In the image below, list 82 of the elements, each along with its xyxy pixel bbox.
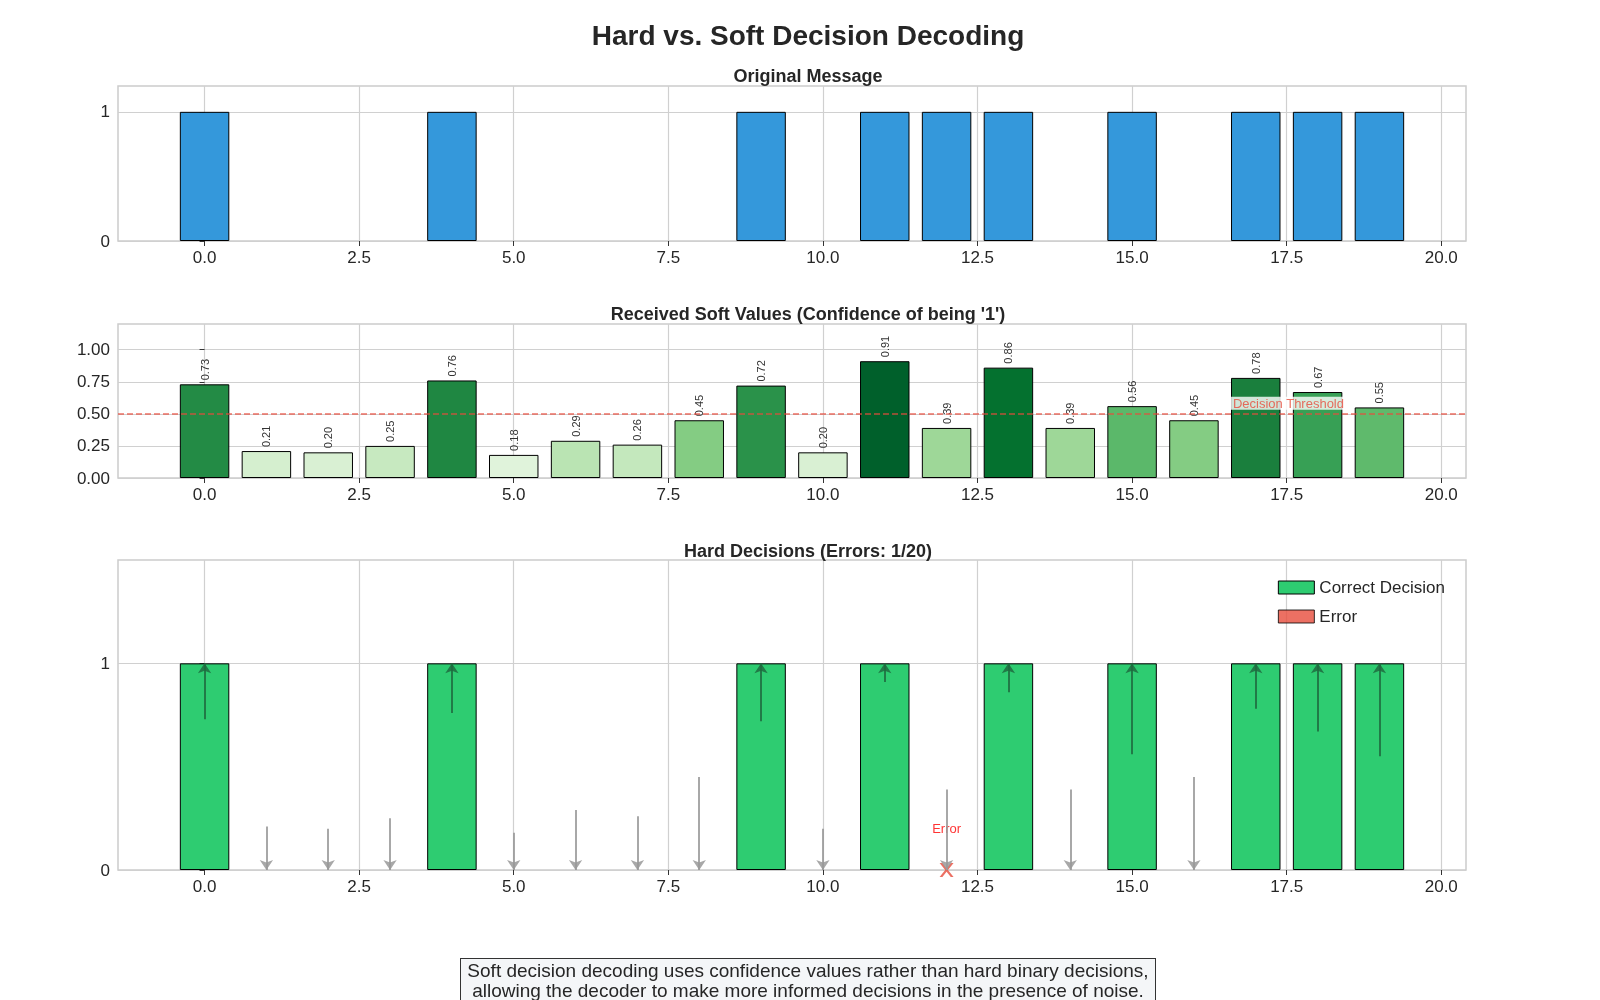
- bar: [921, 427, 972, 478]
- x-tick-label: 10.0: [806, 248, 840, 267]
- x-tick-label: 5.0: [501, 485, 526, 504]
- x-tick-label: 10.0: [806, 485, 840, 504]
- x-tick-label: 20.0: [1424, 485, 1458, 504]
- data-label: 0.67: [1311, 366, 1324, 389]
- x-tick-label: 5.0: [501, 248, 526, 267]
- chart-subtitle: Original Message: [733, 66, 883, 86]
- bar: [1045, 427, 1095, 478]
- x-tick-label: 7.5: [656, 485, 681, 504]
- data-label: 0.45: [693, 394, 706, 417]
- x-tick-label: 20.0: [1424, 248, 1458, 267]
- bar: [612, 444, 663, 478]
- x-tick-label: 0.0: [192, 877, 217, 896]
- x-tick-label: 15.0: [1115, 485, 1149, 504]
- y-tick-label: 0.25: [76, 436, 110, 456]
- bar: [1354, 407, 1405, 478]
- data-label: 0.21: [260, 425, 273, 448]
- x-tick-label: 7.5: [656, 877, 681, 896]
- chart-title: Hard Decisions (Errors: 1/20): [683, 541, 933, 561]
- legend-label: Correct Decision: [1319, 578, 1446, 597]
- x-tick-label: 17.5: [1270, 877, 1304, 896]
- bar: [1169, 420, 1219, 478]
- x-tick-label: 12.5: [960, 877, 995, 896]
- legend-label: Error: [1319, 607, 1358, 626]
- data-label: 0.55: [1373, 381, 1386, 404]
- bar: [798, 452, 848, 478]
- data-label: 0.29: [569, 415, 582, 437]
- bar: [674, 420, 724, 478]
- data-label: 0.73: [198, 358, 211, 381]
- bar: [427, 380, 477, 478]
- data-label: 0.26: [631, 419, 644, 441]
- data-label: 0.72: [755, 360, 768, 382]
- x-tick-label: 15.0: [1115, 877, 1149, 896]
- data-label: 0.56: [1126, 380, 1139, 403]
- data-label: 0.86: [1002, 342, 1015, 364]
- data-label: 0.76: [445, 355, 458, 377]
- y-tick-label: 0: [100, 860, 110, 880]
- x-tick-label: 17.5: [1270, 248, 1304, 267]
- y-tick-label: 0: [100, 231, 110, 251]
- data-label: 0.25: [384, 420, 397, 442]
- bar: [303, 452, 353, 478]
- data-label: 0.45: [1187, 394, 1200, 417]
- bar: [179, 384, 230, 478]
- x-tick-label: 2.5: [347, 485, 371, 504]
- x-tick-label: 7.5: [656, 248, 681, 267]
- bar: [736, 385, 786, 478]
- x-tick-label: 2.5: [347, 877, 371, 896]
- data-label: 0.20: [322, 426, 335, 449]
- data-label: 0.39: [940, 402, 953, 424]
- x-tick-label: 0.0: [192, 248, 217, 267]
- data-label: 0.39: [1064, 402, 1077, 424]
- x-tick-label: 5.0: [501, 877, 526, 896]
- bar: [365, 445, 415, 478]
- chart-title: Received Soft Values (Confidence of being '1'): [610, 304, 1006, 324]
- x-tick-label: 12.5: [960, 248, 995, 267]
- bar: [241, 451, 292, 478]
- ref-line-label: Decision Threshold: [1232, 395, 1344, 411]
- y-tick-label: 1: [100, 102, 110, 122]
- x-tick-label: 10.0: [806, 877, 840, 896]
- chart-title: Hard vs. Soft Decision Decoding: [590, 20, 1026, 52]
- data-label: 0.20: [816, 426, 829, 449]
- x-tick-label: 12.5: [960, 485, 995, 504]
- bar: [550, 440, 601, 478]
- x-tick-label: 20.0: [1424, 877, 1458, 896]
- bar: [860, 361, 910, 478]
- x-tick-label: 0.0: [192, 485, 217, 504]
- x-tick-label: 2.5: [347, 248, 371, 267]
- y-tick-label: 0.50: [76, 404, 110, 424]
- data-label: 0.91: [878, 335, 891, 358]
- bar: [489, 454, 539, 478]
- x-tick-label: 15.0: [1115, 248, 1149, 267]
- bar: [983, 367, 1034, 478]
- y-tick-label: 0.75: [76, 372, 110, 392]
- data-label: 0.78: [1249, 352, 1262, 374]
- y-tick-label: 1: [100, 653, 110, 673]
- y-tick-label: 1.00: [76, 340, 110, 360]
- data-label: 0.18: [507, 429, 520, 451]
- x-tick-label: 17.5: [1270, 485, 1304, 504]
- data-label: Error: [932, 821, 962, 836]
- bar: [1107, 406, 1157, 478]
- y-tick-label: 0.00: [76, 468, 110, 488]
